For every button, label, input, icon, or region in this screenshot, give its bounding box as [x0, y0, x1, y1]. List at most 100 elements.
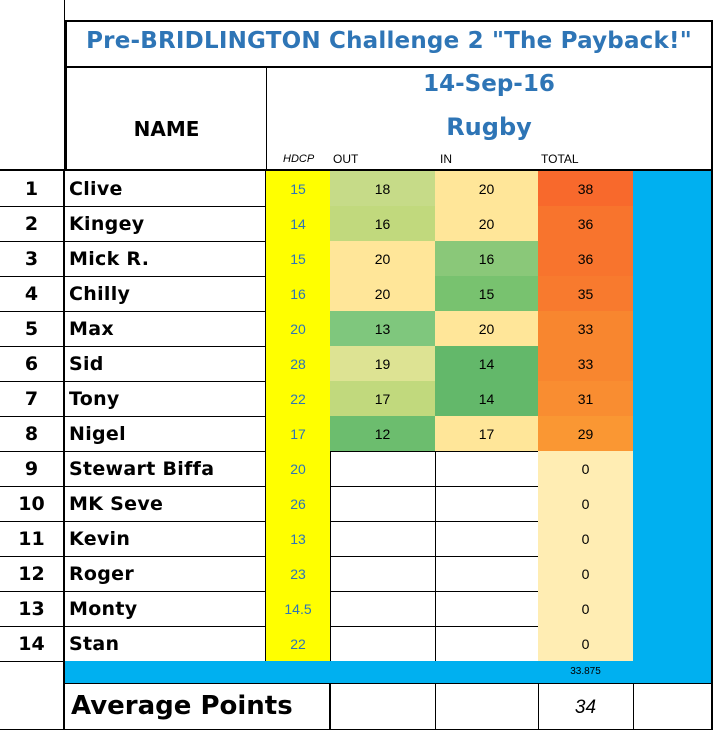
total-score-cell: 35	[538, 276, 634, 312]
total-score-cell: 29	[538, 416, 634, 452]
position-cell: 10	[0, 486, 65, 522]
in-score-cell: 17	[435, 416, 539, 452]
player-name-cell: Mick R.	[65, 241, 267, 277]
extra-cell	[633, 346, 713, 382]
position-cell: 8	[0, 416, 65, 452]
position-cell: 14	[0, 626, 65, 662]
event-date: 14-Sep-16	[423, 71, 555, 97]
position-cell: 13	[0, 591, 65, 627]
player-name-cell: Max	[65, 311, 267, 347]
position-cell: 4	[0, 276, 65, 312]
extra-cell	[633, 556, 713, 592]
in-score-cell: 20	[435, 311, 539, 347]
out-score-cell: 13	[330, 311, 436, 347]
extra-cell	[633, 591, 713, 627]
in-column-header: IN	[440, 152, 452, 166]
out-score-cell	[330, 591, 436, 627]
in-score-cell	[435, 486, 539, 522]
position-cell: 7	[0, 381, 65, 417]
out-score-cell: 18	[330, 171, 436, 207]
band-in-cell	[435, 661, 539, 684]
hdcp-cell: 15	[266, 241, 331, 277]
in-score-cell	[435, 521, 539, 557]
out-score-cell: 20	[330, 241, 436, 277]
total-column-header: TOTAL	[541, 152, 579, 166]
total-score-cell: 31	[538, 381, 634, 417]
total-score-cell: 0	[538, 556, 634, 592]
out-score-cell	[330, 486, 436, 522]
total-score-cell: 0	[538, 451, 634, 487]
player-name-cell: MK Seve	[65, 486, 267, 522]
hdcp-cell: 22	[266, 626, 331, 662]
hdcp-cell: 14	[266, 206, 331, 242]
extra-cell	[633, 416, 713, 452]
name-header-cell: NAME	[65, 67, 267, 171]
average-value: 34	[574, 697, 597, 718]
corner-cell	[0, 0, 65, 171]
total-score-cell: 33	[538, 311, 634, 347]
average-value-cell: 34	[538, 683, 634, 730]
band-name-cell	[65, 661, 267, 684]
title-cell: Pre-BRIDLINGTON Challenge 2 "The Payback…	[65, 20, 713, 68]
extra-cell	[633, 311, 713, 347]
in-score-cell	[435, 626, 539, 662]
hdcp-cell: 22	[266, 381, 331, 417]
hdcp-cell: 23	[266, 556, 331, 592]
out-score-cell	[330, 451, 436, 487]
extra-cell	[633, 486, 713, 522]
extra-cell	[633, 626, 713, 662]
sheet-title: Pre-BRIDLINGTON Challenge 2 "The Payback…	[86, 28, 692, 54]
position-cell: 5	[0, 311, 65, 347]
out-score-cell: 12	[330, 416, 436, 452]
player-name-cell: Clive	[65, 171, 267, 207]
band-out-cell	[330, 661, 436, 684]
hdcp-cell: 13	[266, 521, 331, 557]
position-cell: 1	[0, 171, 65, 207]
in-score-cell	[435, 591, 539, 627]
position-cell: 12	[0, 556, 65, 592]
in-score-cell: 14	[435, 346, 539, 382]
player-name-cell: Sid	[65, 346, 267, 382]
extra-cell	[633, 381, 713, 417]
player-name-cell: Stan	[65, 626, 267, 662]
hdcp-cell: 28	[266, 346, 331, 382]
extra-cell	[633, 171, 713, 207]
band-extra-cell	[633, 661, 713, 684]
total-score-cell: 36	[538, 206, 634, 242]
total-score-cell: 36	[538, 241, 634, 277]
in-score-cell	[435, 556, 539, 592]
extra-cell	[633, 241, 713, 277]
hdcp-cell: 16	[266, 276, 331, 312]
hdcp-cell: 15	[266, 171, 331, 207]
total-score-cell: 0	[538, 486, 634, 522]
hdcp-cell: 26	[266, 486, 331, 522]
total-score-cell: 33	[538, 346, 634, 382]
in-score-cell: 15	[435, 276, 539, 312]
total-score-cell: 38	[538, 171, 634, 207]
in-score-cell: 20	[435, 171, 539, 207]
in-score-cell	[435, 451, 539, 487]
out-score-cell	[330, 626, 436, 662]
out-score-cell: 19	[330, 346, 436, 382]
name-header: NAME	[133, 117, 200, 141]
in-score-cell: 14	[435, 381, 539, 417]
average-extra-cell	[633, 683, 713, 730]
out-score-cell: 16	[330, 206, 436, 242]
out-column-header: OUT	[333, 152, 359, 166]
extra-cell	[633, 521, 713, 557]
out-score-cell: 17	[330, 381, 436, 417]
player-name-cell: Nigel	[65, 416, 267, 452]
average-out-cell	[330, 683, 436, 730]
out-score-cell	[330, 556, 436, 592]
out-score-cell: 20	[330, 276, 436, 312]
position-cell: 6	[0, 346, 65, 382]
out-score-cell	[330, 521, 436, 557]
player-name-cell: Stewart Biffa	[65, 451, 267, 487]
event-venue: Rugby	[446, 113, 532, 141]
player-name-cell: Monty	[65, 591, 267, 627]
event-header-cell: 14-Sep-16 Rugby HDCP OUT IN TOTAL	[266, 67, 713, 171]
hdcp-cell: 20	[266, 311, 331, 347]
position-cell: 2	[0, 206, 65, 242]
band-total-cell: 33.875	[538, 661, 634, 684]
player-name-cell: Tony	[65, 381, 267, 417]
